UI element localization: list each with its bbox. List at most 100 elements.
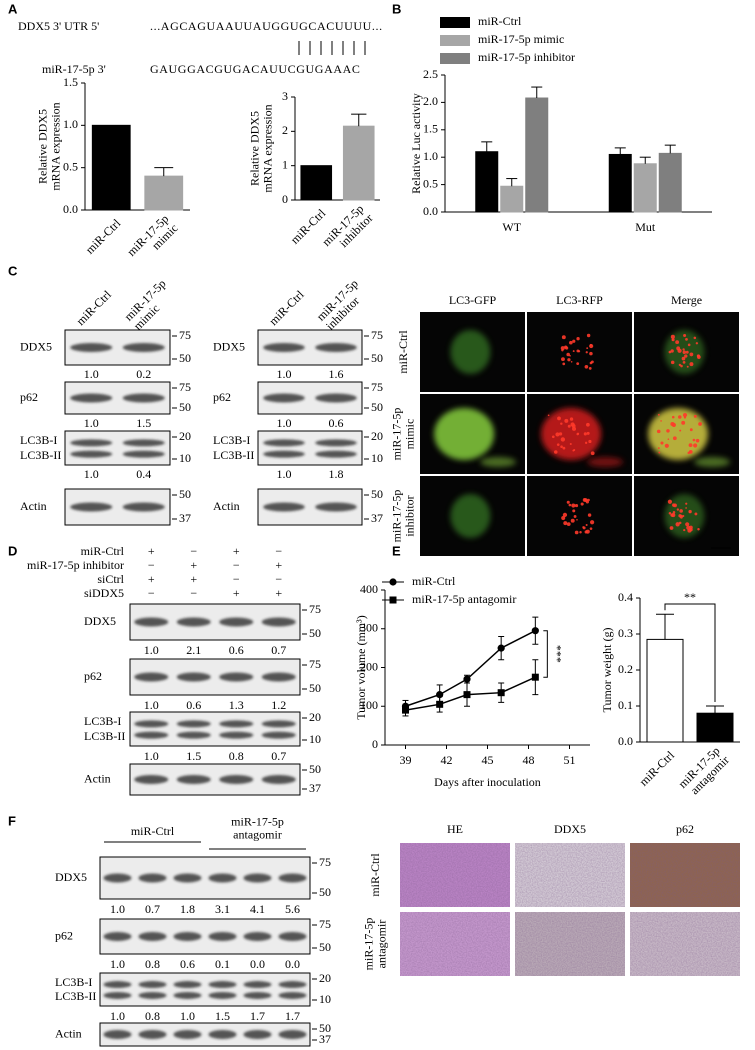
band	[243, 932, 272, 941]
quantification: 1.5	[215, 1009, 230, 1023]
puncta	[689, 525, 693, 530]
legend-swatch	[440, 35, 470, 46]
bar	[91, 124, 131, 211]
band	[263, 502, 305, 512]
x-tick-label: WT	[502, 220, 521, 234]
band	[263, 393, 305, 403]
bar	[658, 152, 682, 213]
panel-label: A	[8, 1, 18, 16]
puncta	[675, 522, 680, 527]
band	[243, 981, 272, 989]
condition-sign: +	[148, 572, 155, 586]
micrograph-texture	[400, 843, 510, 907]
band	[134, 672, 169, 682]
quantification: 0.6	[180, 957, 195, 971]
puncta	[677, 348, 682, 353]
puncta	[683, 334, 687, 338]
row-label: LC3B-I	[213, 433, 250, 447]
puncta	[656, 429, 661, 434]
puncta	[562, 446, 566, 450]
y-tick-label: 0.1	[618, 698, 633, 712]
puncta	[579, 531, 582, 534]
puncta	[660, 420, 662, 422]
quantification: 0.7	[145, 902, 160, 916]
puncta	[561, 335, 566, 340]
y-tick-label: 2.5	[423, 67, 438, 81]
lane-label: miR-17-5pmimic	[121, 276, 177, 332]
y-axis-label: Relative DDX5mRNA expression	[247, 104, 274, 192]
puncta	[587, 513, 592, 517]
band	[263, 439, 305, 447]
row-label: miR-Ctrl	[396, 330, 410, 374]
y-tick-label: 2	[282, 123, 288, 137]
puncta	[556, 443, 560, 446]
condition-sign: +	[190, 558, 197, 572]
puncta	[586, 347, 589, 350]
quantification: 1.0	[277, 367, 292, 381]
legend-swatch	[440, 17, 470, 28]
puncta	[584, 498, 587, 501]
blot-strip	[99, 856, 311, 900]
bracket	[664, 603, 716, 702]
y-tick-label: 0.3	[618, 626, 633, 640]
mw-label: 50	[319, 885, 331, 899]
band	[173, 991, 202, 999]
bar	[475, 151, 499, 213]
lane-label: miR-Ctrl	[73, 287, 114, 328]
puncta	[567, 358, 571, 362]
text-line: mRNA expression	[260, 104, 274, 192]
mw-label: 50	[179, 400, 191, 414]
quantification: 1.0	[110, 957, 125, 971]
puncta	[560, 445, 563, 449]
condition-sign: −	[190, 586, 197, 600]
mw-label: 50	[371, 487, 383, 501]
micrograph-texture	[630, 912, 740, 976]
marker	[497, 644, 505, 652]
quantification: 3.1	[215, 902, 230, 916]
puncta	[572, 426, 577, 431]
band	[138, 873, 167, 883]
y-tick-label: 0.0	[618, 734, 633, 748]
blot-strip	[257, 430, 363, 466]
puncta	[657, 413, 660, 416]
puncta	[568, 503, 572, 507]
panel-label: B	[392, 1, 401, 16]
legend-label: miR-17-5p inhibitor	[478, 50, 575, 64]
band	[134, 617, 169, 627]
mw-label: 75	[179, 380, 191, 394]
band	[315, 393, 357, 403]
marker	[436, 700, 444, 708]
band	[219, 731, 254, 739]
legend-label: miR-Ctrl	[478, 14, 522, 28]
cell	[480, 457, 517, 467]
band	[243, 1030, 272, 1039]
group-label: miR-17-5p antagomir	[231, 814, 284, 841]
text-line: miR-17-5p	[361, 918, 375, 971]
quantification: 0.0	[250, 957, 265, 971]
mw-label: 10	[371, 451, 383, 465]
condition-sign: +	[233, 586, 240, 600]
band	[219, 720, 254, 728]
x-tick-label: 39	[400, 753, 412, 767]
mw-label: 75	[371, 380, 383, 394]
puncta	[658, 451, 661, 454]
puncta	[572, 339, 576, 343]
puncta	[670, 360, 675, 365]
condition-sign: −	[275, 544, 282, 558]
bar	[342, 125, 375, 201]
band	[138, 991, 167, 999]
column-label: DDX5	[554, 822, 586, 836]
bar	[144, 175, 184, 211]
puncta	[560, 422, 563, 425]
puncta	[685, 507, 687, 509]
band	[70, 502, 113, 512]
blot-strip	[99, 972, 311, 1007]
band	[261, 617, 296, 627]
puncta	[560, 346, 565, 351]
quantification: 1.6	[329, 367, 344, 381]
puncta	[589, 527, 593, 530]
puncta	[685, 350, 689, 354]
row-label: LC3B-II	[84, 729, 125, 743]
puncta	[682, 350, 687, 354]
